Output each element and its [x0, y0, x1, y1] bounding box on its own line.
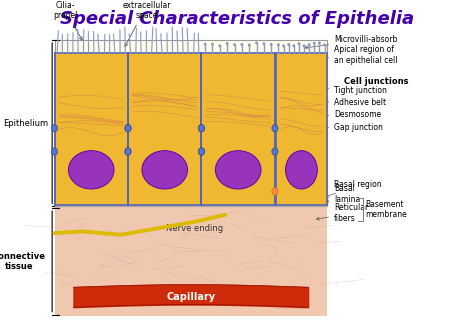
Ellipse shape: [51, 125, 58, 132]
Ellipse shape: [272, 188, 278, 195]
Ellipse shape: [198, 125, 204, 132]
Ellipse shape: [270, 43, 273, 46]
Ellipse shape: [198, 148, 204, 155]
Text: Microvilli-absorb: Microvilli-absorb: [305, 35, 398, 49]
Ellipse shape: [219, 44, 221, 47]
Bar: [276, 53, 327, 205]
Text: Reticular
fibers: Reticular fibers: [316, 203, 368, 223]
Bar: [128, 53, 201, 205]
Bar: [55, 40, 327, 206]
Ellipse shape: [142, 151, 188, 189]
Bar: [55, 125, 327, 138]
Text: Capillary: Capillary: [166, 292, 215, 302]
Ellipse shape: [272, 148, 278, 155]
Text: Cell junctions: Cell junctions: [344, 77, 408, 86]
Text: Basal region: Basal region: [326, 180, 382, 197]
Text: Special Characteristics of Epithelia: Special Characteristics of Epithelia: [60, 10, 414, 28]
Ellipse shape: [272, 125, 278, 132]
Ellipse shape: [255, 41, 258, 44]
Text: Basement
membrane: Basement membrane: [365, 200, 407, 219]
Ellipse shape: [233, 43, 236, 46]
Bar: [55, 53, 128, 205]
Text: Basal
lamina: Basal lamina: [326, 184, 360, 203]
Ellipse shape: [302, 44, 305, 47]
Ellipse shape: [292, 44, 295, 47]
Text: Narrow
extracellular
space: Narrow extracellular space: [123, 0, 171, 47]
Bar: [55, 206, 327, 316]
Ellipse shape: [68, 151, 114, 189]
Bar: [55, 199, 327, 206]
Ellipse shape: [199, 148, 205, 155]
Text: Cilia-
propel: Cilia- propel: [54, 1, 82, 40]
Ellipse shape: [215, 151, 261, 189]
Ellipse shape: [298, 42, 301, 45]
Ellipse shape: [282, 44, 285, 47]
Ellipse shape: [51, 148, 58, 155]
Ellipse shape: [318, 42, 321, 45]
Ellipse shape: [277, 43, 280, 46]
Ellipse shape: [199, 125, 205, 132]
Ellipse shape: [125, 125, 131, 132]
Ellipse shape: [248, 44, 251, 47]
Ellipse shape: [313, 42, 316, 45]
Text: Nerve ending: Nerve ending: [166, 224, 223, 233]
Text: Epithelium: Epithelium: [3, 119, 49, 128]
Ellipse shape: [286, 151, 317, 189]
Ellipse shape: [240, 43, 243, 46]
Ellipse shape: [226, 42, 228, 45]
Ellipse shape: [263, 42, 265, 45]
Text: Adhesive belt: Adhesive belt: [305, 98, 386, 107]
Text: Desmosome: Desmosome: [305, 110, 381, 120]
Ellipse shape: [125, 148, 131, 155]
Ellipse shape: [308, 43, 310, 46]
Ellipse shape: [125, 148, 131, 155]
Text: Connective
tissue: Connective tissue: [0, 252, 46, 271]
Ellipse shape: [204, 43, 207, 46]
Bar: [201, 53, 275, 205]
Text: Tight junction: Tight junction: [305, 86, 387, 95]
Ellipse shape: [125, 125, 131, 132]
Ellipse shape: [323, 43, 326, 46]
Ellipse shape: [211, 43, 214, 46]
Text: Apical region of
an epithelial cell: Apical region of an epithelial cell: [305, 45, 398, 65]
Text: Gap junction: Gap junction: [305, 123, 383, 132]
Ellipse shape: [287, 43, 290, 46]
